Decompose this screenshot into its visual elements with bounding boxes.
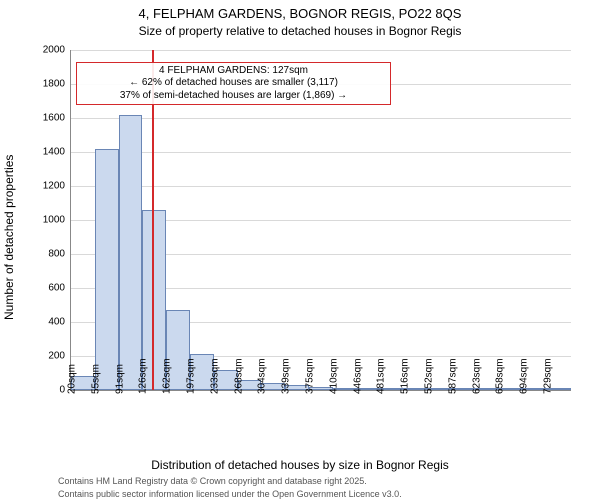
y-tick-label: 1200 xyxy=(25,181,65,192)
x-tick-label: 516sqm xyxy=(400,358,411,394)
x-tick-label: 339sqm xyxy=(281,358,292,394)
y-tick-label: 1600 xyxy=(25,113,65,124)
grid-line xyxy=(71,152,571,153)
x-tick-label: 729sqm xyxy=(543,358,554,394)
histogram-bar xyxy=(119,115,143,390)
grid-line xyxy=(71,118,571,119)
x-tick-label: 375sqm xyxy=(305,358,316,394)
chart-container: { "title": { "main": "4, FELPHAM GARDENS… xyxy=(0,0,600,500)
x-tick-label: 55sqm xyxy=(90,364,101,394)
x-tick-label: 410sqm xyxy=(328,358,339,394)
y-tick-label: 2000 xyxy=(25,45,65,56)
grid-line xyxy=(71,186,571,187)
x-tick-label: 694sqm xyxy=(519,358,530,394)
x-tick-label: 197sqm xyxy=(185,358,196,394)
footer-line-1: Contains HM Land Registry data © Crown c… xyxy=(58,476,367,486)
x-tick-label: 481sqm xyxy=(376,358,387,394)
x-tick-label: 658sqm xyxy=(495,358,506,394)
x-tick-label: 446sqm xyxy=(352,358,363,394)
x-tick-label: 233sqm xyxy=(209,358,220,394)
x-tick-label: 20sqm xyxy=(66,364,77,394)
histogram-bar xyxy=(95,149,119,390)
y-tick-label: 1400 xyxy=(25,147,65,158)
annotation-line: 37% of semi-detached houses are larger (… xyxy=(81,90,386,103)
plot-area: 020040060080010001200140016001800200020s… xyxy=(70,50,571,391)
annotation-box: 4 FELPHAM GARDENS: 127sqm← 62% of detach… xyxy=(76,62,391,106)
chart-title: 4, FELPHAM GARDENS, BOGNOR REGIS, PO22 8… xyxy=(0,6,600,21)
y-tick-label: 1000 xyxy=(25,215,65,226)
x-tick-label: 268sqm xyxy=(233,358,244,394)
x-tick-label: 552sqm xyxy=(424,358,435,394)
x-tick-label: 126sqm xyxy=(138,358,149,394)
y-tick-label: 1800 xyxy=(25,79,65,90)
x-tick-label: 91sqm xyxy=(114,364,125,394)
footer-line-2: Contains public sector information licen… xyxy=(58,489,402,499)
y-tick-label: 0 xyxy=(25,385,65,396)
x-tick-label: 587sqm xyxy=(447,358,458,394)
y-axis-label: Number of detached properties xyxy=(2,155,16,320)
x-tick-label: 162sqm xyxy=(162,358,173,394)
y-tick-label: 400 xyxy=(25,317,65,328)
grid-line xyxy=(71,50,571,51)
y-tick-label: 600 xyxy=(25,283,65,294)
annotation-line: ← 62% of detached houses are smaller (3,… xyxy=(81,77,386,90)
chart-subtitle: Size of property relative to detached ho… xyxy=(0,24,600,38)
x-tick-label: 623sqm xyxy=(471,358,482,394)
x-axis-label: Distribution of detached houses by size … xyxy=(0,458,600,472)
y-tick-label: 800 xyxy=(25,249,65,260)
annotation-line: 4 FELPHAM GARDENS: 127sqm xyxy=(81,65,386,78)
x-tick-label: 304sqm xyxy=(257,358,268,394)
y-tick-label: 200 xyxy=(25,351,65,362)
